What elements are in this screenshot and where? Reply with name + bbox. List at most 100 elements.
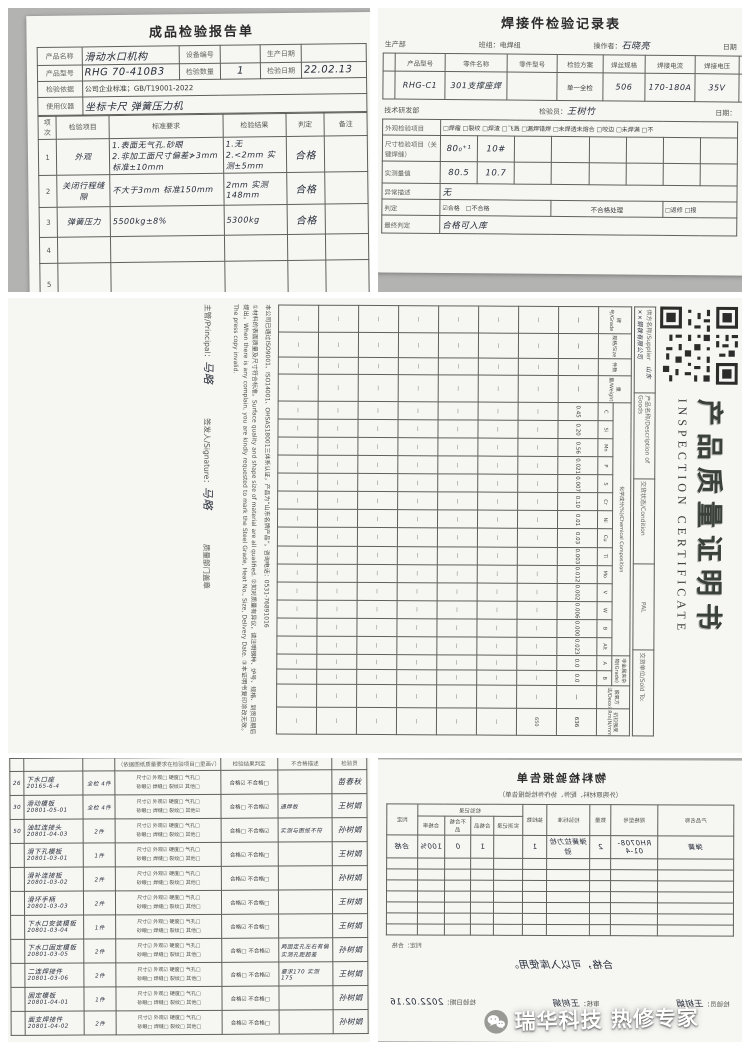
field-label: 产品型号 — [37, 64, 83, 82]
photo-finished-product-report: 成品检验报告单 产品名称 滑动水口机构 设备编号 生产日期 产品型号 RHG 7… — [8, 8, 370, 292]
column-header: 焊接电流 — [645, 55, 696, 74]
dept2-label: 技术研发部 — [384, 106, 420, 115]
cell-no — [10, 939, 26, 964]
cell-inspector: 孙树娟 — [332, 817, 368, 842]
soldto-field: 交货单位/Sold To: — [632, 650, 654, 736]
column-header: 检验结果判定 — [220, 758, 278, 771]
drawing-no: 20801-03-01 — [26, 856, 68, 863]
doc1-title: 成品检验报告单 — [148, 24, 255, 41]
cell-qty: 2件 — [83, 962, 117, 988]
cell-model: RHG-C1 — [394, 71, 446, 100]
empty-cell: — — [396, 618, 438, 637]
cell-result: 合格☑ 不合格□ — [221, 986, 279, 1011]
abnormal-label: 异常描述 — [381, 182, 441, 200]
cell-no — [10, 987, 26, 1012]
empty-cell: — — [477, 438, 518, 457]
cell — [514, 162, 552, 185]
dept-label: 生产部 — [384, 40, 406, 49]
empty-cell: — — [436, 669, 477, 686]
element-header: V — [597, 583, 613, 602]
chem-value-cell: — — [558, 306, 599, 334]
empty-cell: — — [317, 491, 358, 510]
cell-standard: 5500kg±8% — [110, 205, 225, 237]
deoxidation-header: 脱氧方法/Deoxidation — [596, 685, 630, 709]
field-value: 1 — [220, 62, 261, 80]
cell-judgement: 合格 — [286, 204, 326, 235]
empty-cell: — — [357, 437, 398, 456]
doc3-signature-row: 主管/Principal：马略 签发人/Signature：马略 质量部门盖章 — [199, 304, 217, 734]
cell-wire: 506 — [602, 72, 646, 102]
tensile-header: 抗拉强度 Rm(N/mm²) — [596, 708, 630, 736]
cell — [551, 162, 589, 185]
empty-cell: — — [317, 437, 358, 456]
drawing-no: 20801-03-03 — [27, 904, 69, 911]
empty-cell: — — [517, 510, 558, 529]
empty-cell: — — [317, 473, 358, 492]
final-label: 最终判定 — [381, 214, 440, 234]
chem-value-cell: — — [558, 333, 599, 359]
cell-qty: 2件 — [83, 866, 116, 892]
table-row: 二连焊接件 20801-03-06 2件 尺寸☑ 外观☑ 硬度□ 气孔□ 砂眼□ 焊… — [10, 961, 368, 988]
cell-record — [493, 835, 523, 859]
empty-cell: — — [476, 618, 518, 638]
chem-value-cell: 0.0005 — [556, 619, 598, 638]
column-header: 检验项目 — [56, 115, 110, 140]
empty-cell: — — [278, 356, 319, 375]
empty-cell: — — [517, 528, 558, 547]
empty-cell: — — [277, 455, 318, 474]
empty-cell: — — [476, 685, 517, 709]
empty-cell: — — [317, 545, 358, 564]
cell-extra: 石 — [738, 74, 742, 103]
column-header — [9, 758, 25, 772]
ng-handle-label: 不合格处理 — [551, 200, 663, 218]
cell-result: 合格□ 不合格☑ — [220, 818, 278, 843]
cell-checkboxes: 尺寸☑ 外观☑ 硬度□ 气孔□ 砂眼□ 焊缝□ 裂纹□ 其他□ — [115, 866, 222, 891]
cell-qty: 2件 — [84, 1010, 117, 1036]
column-header: 焊接电压 — [695, 55, 740, 75]
empty-cell: — — [396, 684, 437, 708]
table-row: 26 下水口座 20165-6-4 全检 4件 尺寸☑ 外观□ 硬度□ 气孔□ 砂眼… — [9, 769, 367, 796]
empty-cell: — — [516, 670, 557, 686]
cell-part: 油缸连接头 20801-04-03 — [24, 819, 84, 844]
table-row: 30 滑动模板 20801-05-01 全检 4件 尺寸☑ 外观☑ 硬度□ 气孔□… — [9, 793, 368, 820]
date2-label: 日期： — [715, 109, 737, 118]
cell-part: 滑环手柄 20801-03-03 — [24, 891, 84, 916]
cell-inspector: 孙树娟 — [333, 1009, 369, 1034]
record-subheader: 合格率 — [417, 816, 445, 836]
doc2-title: 焊接件检验记录表 — [500, 16, 622, 33]
cell-inspector: 王树娟 — [333, 913, 368, 938]
empty-cell: — — [476, 636, 517, 656]
element-header: Ni — [597, 511, 613, 530]
judge-header: 判定 — [386, 803, 418, 836]
cell-sample: 1 — [522, 835, 547, 859]
empty-cell: — — [318, 357, 359, 375]
empty-cell: 650 — [516, 708, 557, 736]
inspection-date: 2022.02.16 — [389, 997, 444, 1008]
empty-cell: — — [477, 456, 518, 475]
doc5-mirrored-content: 物料检验报告单 （外购原材料、配件、协作件检验报告单） 产品名称 规格型号 数量… — [378, 759, 742, 1042]
chem-value-cell: 0.0 — [556, 655, 597, 671]
empty-cell: — — [357, 509, 398, 529]
drawing-no: 20801-03-04 — [27, 928, 69, 935]
chem-value-cell: 0.45 — [558, 402, 599, 421]
empty-cell: — — [358, 357, 399, 375]
doc2-check-table: 外观检验项目 □焊瘤 □裂纹 □焊渣 □飞溅 □漏焊错焊 □未焊透未熔合 □咬边… — [381, 118, 738, 237]
empty-cell: — — [398, 332, 439, 358]
empty-cell: — — [398, 401, 439, 420]
cell-part-model — [506, 72, 558, 101]
empty-cell: — — [437, 456, 478, 475]
visual-label: 外观检验项目 — [382, 118, 441, 136]
doc1-main-table: 项次 检验项目 标准要求 检验结果 判定 备注 1 外观 1.表面无气孔.砂眼 2.非加工… — [37, 112, 370, 292]
column-header: 标准要求 — [109, 114, 224, 139]
empty-cell: — — [277, 419, 319, 438]
ng-options: □返修 □报 — [662, 201, 737, 219]
empty-cell: — — [276, 706, 317, 735]
table-row: 面支焊接件 20801-04-02 2件 尺寸☑ 外观☑ 硬度□ 气孔□ 砂眼□ 焊… — [11, 1009, 369, 1036]
doc4-paper: （依据图纸质量要求在检验项目□里画√） 检验结果判定 不合格描述 检验员 26 下水口… — [8, 758, 370, 1042]
principal-field: 主管/Principal：马略 — [201, 304, 215, 385]
empty-cell: — — [436, 684, 477, 709]
empty-cell: — — [397, 582, 438, 601]
empty-cell: — — [356, 618, 398, 637]
cell-name: 弹簧 — [657, 835, 734, 860]
chem-value-cell: 0.023 — [556, 637, 597, 656]
